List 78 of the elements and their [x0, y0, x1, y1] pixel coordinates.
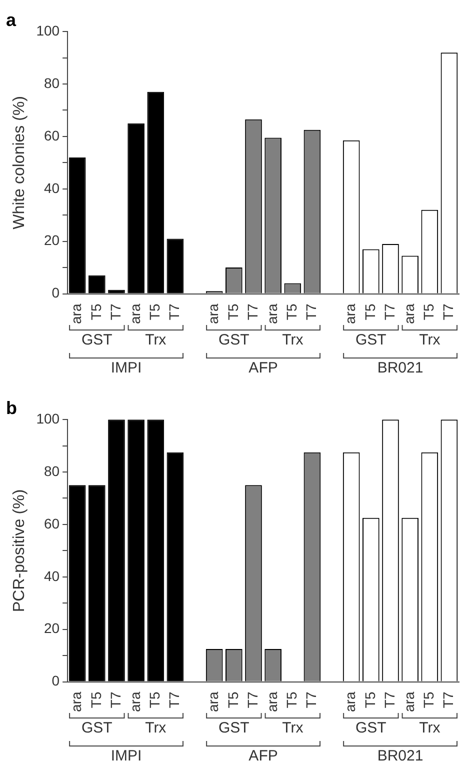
y-axis-title: PCR-positive (%) [11, 489, 28, 612]
x-tick-label: T7 [381, 304, 398, 320]
bar [88, 485, 106, 682]
y-axis-title: White colonies (%) [11, 96, 28, 230]
x-tick-label: T7 [440, 692, 456, 708]
x-tick-label: T5 [420, 304, 436, 320]
chart-title: a [6, 10, 17, 30]
x-tick-label: T7 [303, 304, 320, 320]
bar [68, 485, 86, 682]
x-tick-label: ara [126, 692, 143, 712]
x-tick-label: T5 [283, 304, 300, 320]
x-tick-label: T5 [362, 304, 378, 320]
text: GST [218, 332, 250, 349]
x-tick-label: T7 [244, 304, 260, 320]
text: Trx [419, 332, 441, 349]
x-tick-label: ara [68, 692, 84, 712]
text: GST [356, 332, 386, 349]
x-tick-label: ara [68, 304, 84, 324]
text: Trx [282, 332, 304, 349]
x-tick-label: T7 [107, 692, 124, 708]
x-tick-label: ara [126, 304, 143, 324]
y-tick-label: 80 [44, 74, 60, 91]
y-tick-label: 60 [44, 515, 60, 532]
x-tick-label: T5 [224, 304, 241, 320]
y-tick-label: 0 [52, 672, 60, 689]
x-tick-label: ara [205, 304, 222, 324]
text: IMPI [110, 360, 142, 377]
x-tick-label: T7 [166, 692, 182, 708]
text: IMPI [110, 748, 142, 765]
x-tick-label: T5 [283, 692, 300, 708]
x-tick-label: ara [342, 692, 358, 712]
bar [108, 420, 125, 682]
y-tick-label: 40 [44, 180, 60, 196]
y-tick-label: 20 [44, 620, 60, 636]
x-tick-label: T7 [440, 304, 456, 320]
text: AFP [248, 748, 278, 765]
text: Trx [419, 720, 441, 737]
text: Trx [282, 720, 304, 737]
bar [166, 238, 184, 294]
x-tick-label: ara [264, 692, 280, 712]
x-tick-label: T7 [381, 692, 398, 708]
x-tick-label: ara [342, 304, 358, 324]
text: Trx [145, 720, 167, 737]
x-tick-label: T5 [88, 304, 104, 320]
x-tick-label: T5 [420, 692, 436, 708]
bar [147, 92, 164, 294]
x-tick-label: T7 [244, 692, 260, 708]
y-tick-label: 0 [52, 284, 60, 301]
text: GST [81, 720, 112, 737]
text: Trx [145, 332, 167, 349]
text: GST [81, 332, 112, 349]
x-tick-label: T5 [224, 692, 241, 708]
x-tick-label: ara [264, 304, 280, 324]
bar [68, 157, 86, 294]
y-tick-label: 40 [44, 568, 60, 584]
x-tick-label: T7 [166, 304, 182, 320]
x-tick-label: ara [400, 692, 417, 712]
text: BR021 [377, 748, 424, 765]
x-tick-label: T5 [88, 692, 104, 708]
y-tick-label: 100 [36, 22, 60, 38]
x-tick-label: T7 [303, 692, 320, 708]
x-tick-label: ara [205, 692, 222, 712]
y-tick-label: 60 [44, 127, 60, 144]
x-tick-label: ara [400, 304, 417, 324]
x-tick-label: T5 [146, 692, 162, 708]
text: BR021 [377, 360, 424, 377]
x-tick-label: T5 [146, 304, 162, 320]
text: GST [218, 720, 250, 737]
text: GST [356, 720, 386, 737]
y-tick-label: 80 [44, 462, 60, 479]
bar [166, 452, 184, 682]
x-tick-label: T7 [107, 304, 124, 320]
x-tick-label: T5 [362, 692, 378, 708]
y-tick-label: 100 [36, 410, 60, 426]
chart-title: b [6, 398, 17, 418]
text: AFP [248, 360, 278, 377]
y-tick-label: 20 [44, 232, 60, 248]
bar [147, 420, 164, 682]
